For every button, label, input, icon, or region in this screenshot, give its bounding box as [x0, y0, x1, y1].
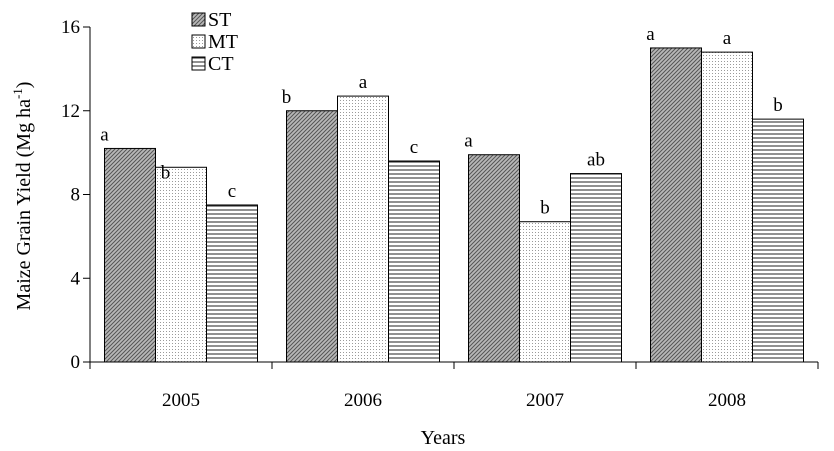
y-tick-label: 12: [61, 101, 80, 122]
y-axis-title-close: ): [13, 82, 35, 89]
bar-ct-2008: [752, 118, 804, 363]
y-axis-title: Maize Grain Yield (Mg ha-1): [10, 82, 35, 311]
significance-letter: b: [540, 198, 550, 219]
x-tick-label: 2007: [526, 390, 564, 411]
y-tick-label: 8: [71, 185, 81, 206]
bar-st-2006: [286, 110, 338, 363]
significance-letter: b: [161, 162, 171, 183]
legend-label-mt: MT: [208, 31, 238, 53]
bar-ct-2006: [388, 160, 440, 363]
x-axis-title: Years: [421, 427, 466, 449]
legend-swatch-st: [191, 12, 206, 27]
significance-letter: c: [410, 137, 418, 158]
significance-letter: ab: [587, 150, 605, 171]
legend-label-st: ST: [208, 9, 231, 31]
y-axis-title-main: Maize Grain Yield (Mg ha: [13, 99, 35, 311]
significance-letter: c: [228, 181, 236, 202]
bar-ct-2007: [570, 173, 622, 363]
bar-mt-2008: [701, 51, 753, 363]
y-tick-label: 4: [71, 268, 81, 289]
x-tick-label: 2005: [162, 390, 200, 411]
bar-mt-2006: [337, 95, 389, 363]
significance-letter: a: [359, 72, 368, 93]
significance-letter: a: [100, 124, 109, 145]
bar-st-2007: [468, 154, 520, 363]
legend-swatch-ct: [191, 56, 206, 71]
significance-letter: b: [282, 87, 292, 108]
y-tick-label: 0: [71, 352, 81, 373]
bar-st-2005: [104, 147, 156, 363]
significance-letter: b: [773, 95, 783, 116]
significance-letter: a: [723, 28, 732, 49]
x-tick-label: 2008: [708, 390, 746, 411]
bar-st-2008: [650, 47, 702, 363]
bar-ct-2005: [206, 204, 258, 363]
bar-mt-2005: [155, 166, 207, 363]
x-tick-label: 2006: [344, 390, 382, 411]
significance-letter: a: [646, 24, 655, 45]
significance-letter: a: [464, 131, 473, 152]
legend-swatch-mt: [191, 34, 206, 49]
y-tick-label: 16: [61, 17, 80, 38]
bar-mt-2007: [519, 221, 571, 363]
legend-label-ct: CT: [208, 53, 234, 75]
y-axis-title-superscript: -1: [10, 88, 25, 99]
